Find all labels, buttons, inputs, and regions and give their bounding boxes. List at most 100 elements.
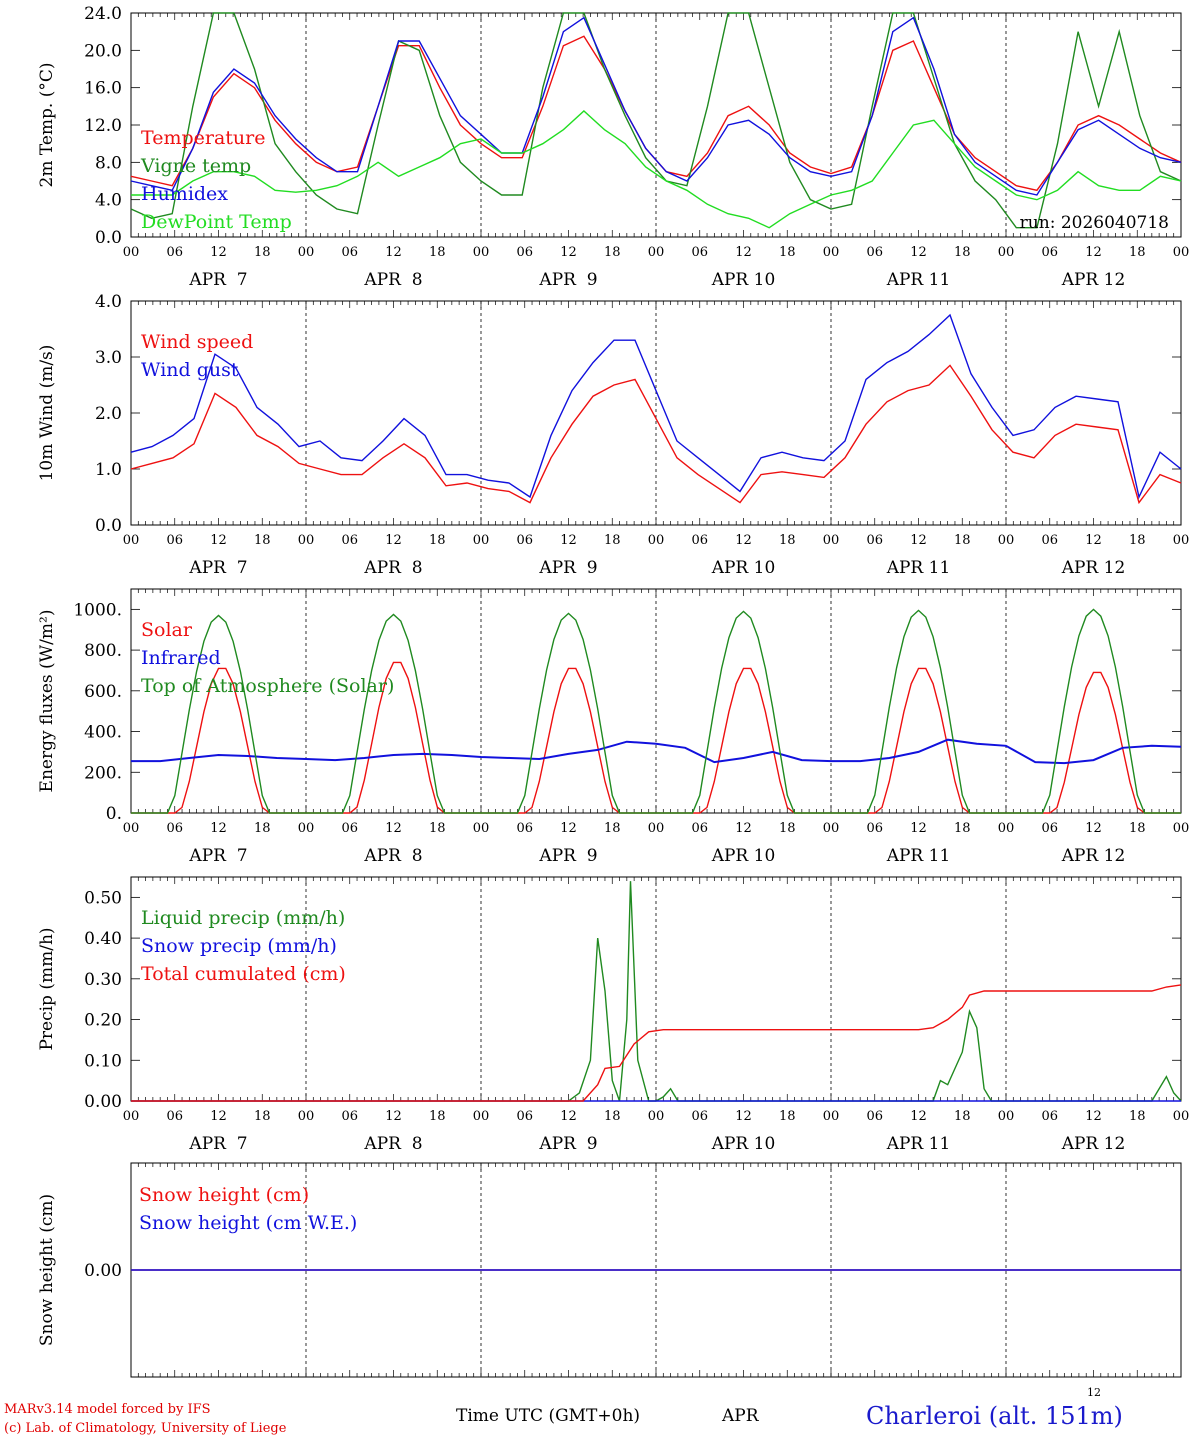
x-tick-label: 18 — [429, 821, 446, 836]
x-tick-label: 18 — [254, 533, 271, 548]
x-tick-label: 00 — [998, 533, 1015, 548]
x-tick-label: 18 — [1129, 821, 1146, 836]
x-tick-label: 00 — [998, 821, 1015, 836]
x-tick-label: 00 — [1173, 1109, 1190, 1124]
series-top-of-atmosphere-solar- — [131, 608, 1181, 814]
x-tick-label: 12 — [910, 533, 927, 548]
legend-entry: Snow height (cm) — [139, 1184, 309, 1206]
x-tick-label: 00 — [123, 821, 140, 836]
time-axis-label: Time UTC (GMT+0h) — [456, 1406, 641, 1426]
x-tick-label: 18 — [429, 1109, 446, 1124]
plot-frame — [130, 300, 1182, 526]
x-tick-label: 00 — [298, 245, 315, 260]
legend-entry: Snow height (cm W.E.) — [139, 1212, 357, 1234]
y-tick-label: 12.0 — [84, 116, 122, 136]
day-label: APR 8 — [363, 270, 422, 290]
x-tick-label: 00 — [1173, 533, 1190, 548]
y-tick-label: 3.0 — [95, 348, 122, 368]
x-tick-label: 18 — [1129, 1109, 1146, 1124]
y-axis-title: Energy fluxes (W/m²) — [37, 610, 57, 793]
x-tick-label: 00 — [823, 533, 840, 548]
x-tick-label: 18 — [954, 533, 971, 548]
x-tick-label: 18 — [254, 245, 271, 260]
x-tick-label: 06 — [866, 1109, 883, 1124]
x-tick-label: 06 — [166, 1109, 183, 1124]
y-tick-label: 400. — [84, 723, 122, 743]
day-label: APR 12 — [1061, 558, 1126, 578]
x-tick-label: 00 — [648, 821, 665, 836]
x-tick-label: 06 — [166, 821, 183, 836]
x-tick-label: 06 — [1041, 821, 1058, 836]
x-tick-label: 00 — [298, 821, 315, 836]
x-tick-label: 12 — [210, 245, 227, 260]
x-tick-label: 06 — [516, 533, 533, 548]
y-tick-label: 16.0 — [84, 79, 122, 99]
day-label: APR 10 — [711, 846, 776, 866]
x-tick-label: 06 — [341, 245, 358, 260]
day-label: APR 11 — [886, 1134, 951, 1154]
x-tick-label: 12 — [560, 821, 577, 836]
y-tick-label: 4.0 — [95, 191, 122, 211]
y-tick-label: 600. — [84, 682, 122, 702]
series-total-cumulated-cm- — [131, 984, 1182, 1102]
x-tick-label: 06 — [691, 533, 708, 548]
x-tick-label: 18 — [954, 821, 971, 836]
y-tick-label: 24.0 — [84, 4, 122, 24]
x-tick-label: 12 — [910, 245, 927, 260]
series-wind-gust — [130, 313, 1182, 500]
x-tick-label: 18 — [779, 245, 796, 260]
y-tick-label: 0.50 — [84, 888, 122, 908]
legend-entry: Vigne temp — [140, 155, 251, 177]
day-label: APR 9 — [538, 1134, 597, 1154]
x-tick-label: 06 — [166, 533, 183, 548]
legend-entry: Infrared — [141, 647, 221, 669]
y-tick-label: 0.20 — [84, 1011, 122, 1031]
x-tick-label: 12 — [1085, 245, 1102, 260]
day-label: APR 12 — [1061, 270, 1126, 290]
x-tick-label: 18 — [254, 821, 271, 836]
x-tick-label: 18 — [604, 821, 621, 836]
day-label: APR 11 — [886, 846, 951, 866]
day-label: APR 7 — [188, 1134, 247, 1154]
y-axis-title: Precip (mm/h) — [37, 927, 57, 1050]
series-dewpoint-temp — [131, 110, 1182, 229]
x-tick-label: 18 — [779, 533, 796, 548]
day-label: APR 10 — [711, 1134, 776, 1154]
x-tick-label: 06 — [866, 533, 883, 548]
panel-energy: 00 06 12 18 00 06 12 18 00 06 12 18 00 06 12 18 00 06 12 18… — [37, 588, 1190, 866]
day-label: APR 11 — [886, 558, 951, 578]
x-tick-label: 12 — [910, 821, 927, 836]
x-tick-label: 18 — [1129, 245, 1146, 260]
x-tick-label: 12 — [735, 245, 752, 260]
x-tick-label: 00 — [298, 1109, 315, 1124]
x-tick-label: 00 — [123, 1109, 140, 1124]
day-label: APR 10 — [711, 558, 776, 578]
legend-entry: Snow precip (mm/h) — [141, 935, 337, 957]
x-tick-label: 00 — [1173, 821, 1190, 836]
x-tick-label: 06 — [516, 245, 533, 260]
x-tick-label: 00 — [648, 1109, 665, 1124]
x-tick-label: 18 — [254, 1109, 271, 1124]
x-tick-label: 06 — [866, 245, 883, 260]
x-tick-label: 06 — [166, 245, 183, 260]
x-tick-label: 00 — [998, 245, 1015, 260]
y-tick-label: 0.0 — [95, 516, 122, 536]
series-infrared — [131, 738, 1182, 765]
x-tick-label: 06 — [866, 821, 883, 836]
y-axis-title: 10m Wind (m/s) — [37, 345, 57, 482]
x-tick-label: 06 — [341, 533, 358, 548]
x-tick-label: 06 — [516, 1109, 533, 1124]
x-tick-label: 12 — [1085, 821, 1102, 836]
x-tick-label: 18 — [429, 245, 446, 260]
plot-frame — [130, 588, 1182, 814]
x-tick-label: 18 — [954, 245, 971, 260]
x-tick-label: 00 — [823, 245, 840, 260]
day-label: APR 9 — [538, 270, 597, 290]
x-tick-label: 12 — [385, 1109, 402, 1124]
legend-entry: Liquid precip (mm/h) — [141, 907, 345, 929]
y-tick-label: 0.0 — [95, 228, 122, 248]
x-tick-label: 00 — [473, 821, 490, 836]
legend-entry: Total cumulated (cm) — [141, 963, 346, 985]
x-tick-label: 06 — [516, 821, 533, 836]
